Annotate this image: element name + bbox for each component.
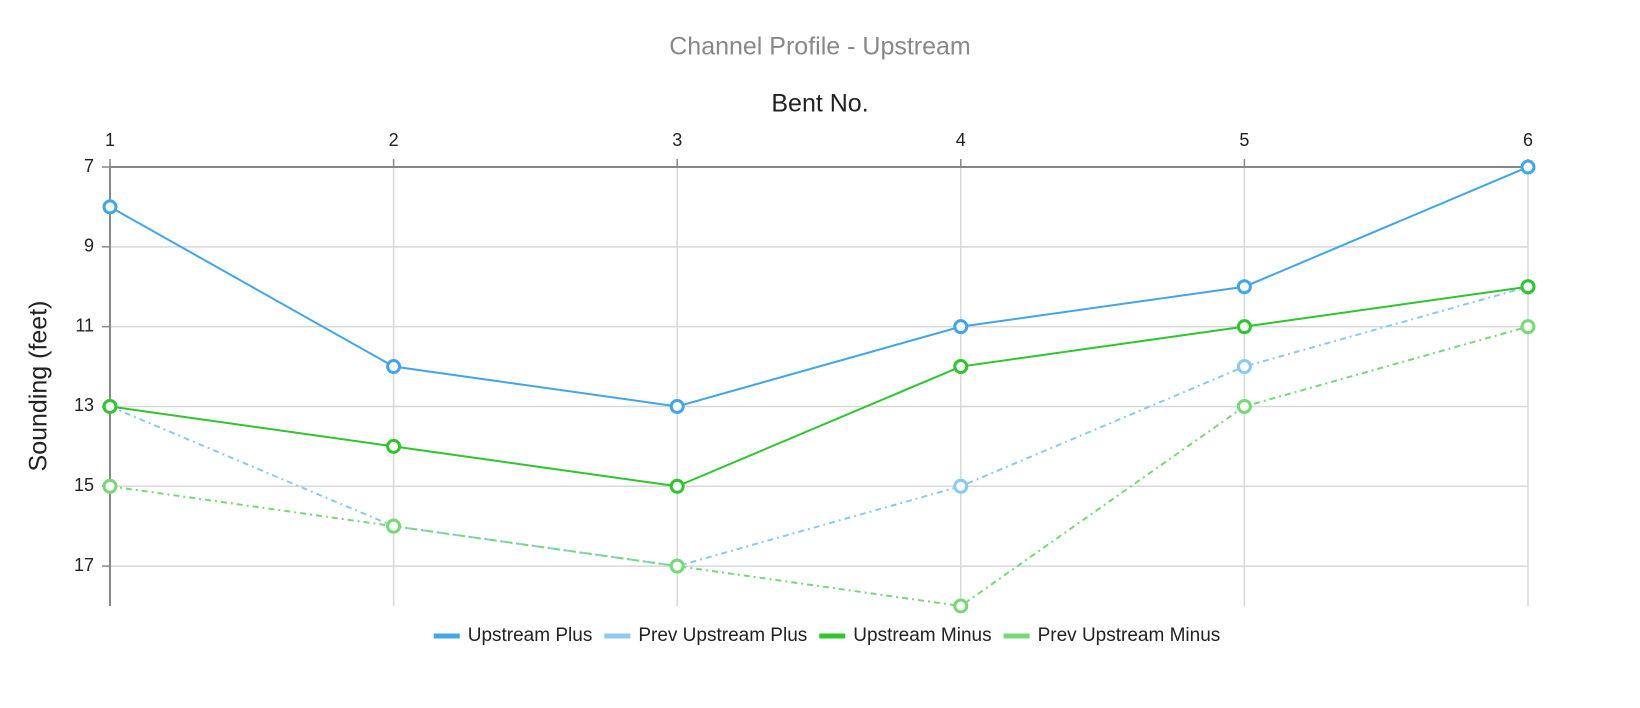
point [1236,279,1252,295]
series-line [109,166,1529,408]
point [386,359,402,375]
x-tick-label: 4 [956,130,966,150]
y-tick-label: 7 [84,156,94,176]
point [953,359,969,375]
x-axis-title: Bent No. [771,90,868,118]
y-tick-label: 13 [74,395,94,415]
y-tick-label: 9 [84,236,94,256]
legend-label: Upstream Minus [853,625,991,646]
x-tick-label: 3 [672,130,682,150]
point [953,319,969,335]
point [669,398,685,414]
series-line [109,325,1529,608]
y-tick-label: 11 [75,315,94,335]
legend-item: Prev Upstream Minus [1003,625,1221,646]
point [386,438,402,454]
x-tick-label: 5 [1239,130,1249,150]
point [1236,319,1252,335]
series-line [109,285,1529,488]
point [1236,398,1252,414]
point [669,478,685,494]
point [102,398,118,414]
x-tick-label: 2 [389,130,399,150]
legend-item: Prev Upstream Plus [604,625,807,646]
legend-label: Prev Upstream Minus [1038,625,1221,646]
point [669,558,685,574]
point [386,518,402,534]
y-tick-label: 17 [74,555,94,575]
legend-item: Upstream Minus [819,625,992,646]
chart-title: Channel Profile - Upstream [669,33,971,61]
point [102,199,118,215]
series-line [109,285,1529,568]
point [953,598,969,614]
point [102,478,118,494]
point [1520,319,1536,335]
legend: Upstream Plus Prev Upstream Plus Upstream … [433,625,1221,646]
legend-label: Prev Upstream Plus [638,625,807,646]
legend-label: Upstream Plus [468,625,593,646]
x-tick-label: 6 [1523,130,1533,150]
x-tick-label: 1 [105,130,115,150]
point [1236,359,1252,375]
y-tick-label: 15 [74,475,94,495]
legend-item: Upstream Plus [433,625,593,646]
point [1520,279,1536,295]
point [1520,159,1536,175]
y-axis-title: Sounding (feet) [25,301,53,472]
point [953,478,969,494]
